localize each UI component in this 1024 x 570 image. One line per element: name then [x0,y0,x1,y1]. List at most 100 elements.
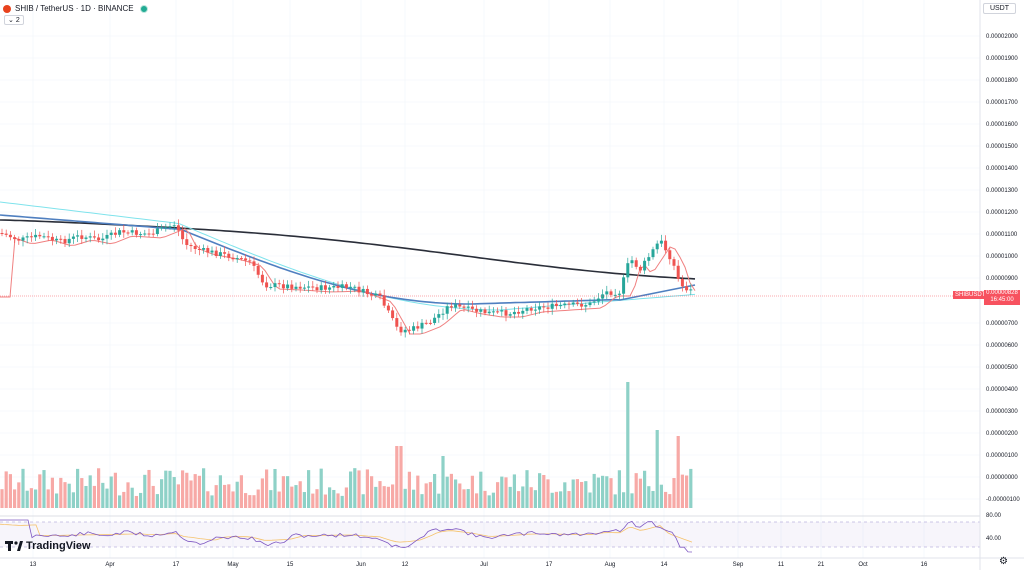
candle-body [487,311,491,314]
volume-bar [559,491,563,508]
volume-bar [50,477,54,508]
volume-bar [449,473,453,508]
candle-body [143,233,147,235]
candle-body [550,303,554,309]
candle-body [118,230,122,235]
price-tick-label: 0.00001300 [986,188,1018,194]
volume-bar [210,495,214,508]
candle-body [172,225,176,227]
volume-bar [223,484,227,508]
volume-bar [596,477,600,508]
volume-bar [546,479,550,508]
candle-body [71,236,75,239]
candle-body [227,253,231,258]
candle-body [265,282,269,288]
rsi-ma-line [0,523,693,543]
candle-body [239,258,243,260]
symbol-header[interactable]: SHIB / TetherUS · 1D · BINANCE [3,4,148,13]
volume-bar [21,468,25,508]
candle-body [122,230,126,233]
volume-bar [491,492,495,508]
candle-body [168,226,172,228]
current-price-label: 0.00000828 16:45:00 [984,290,1020,305]
volume-bar [139,492,143,508]
candle-body [244,258,248,261]
price-tick-label: 0.00000400 [986,387,1018,393]
volume-bar [584,481,588,508]
volume-bar [277,491,281,508]
volume-bar [113,472,117,508]
candle-body [353,286,357,288]
indicators-toggle[interactable]: ⌄ 2 [4,15,24,25]
volume-bar [529,487,533,508]
volume-bar [164,470,168,508]
candle-body [630,260,634,264]
candle-body [176,225,180,231]
rsi-scale[interactable]: 80.00 40.00 [986,513,1002,542]
volume-bar [420,494,424,508]
price-tick-label: 0.00001800 [986,78,1018,84]
price-tick-label: 0.00000900 [986,276,1018,282]
candle-body [403,329,407,333]
volume-bar [571,479,575,508]
candle-body [504,310,508,316]
candle-body [512,311,516,315]
candle-body [496,311,500,313]
volume-bar [386,486,390,508]
volume-bar [588,492,592,508]
candle-body [542,306,546,308]
candle-body [210,250,214,253]
candle-body [458,304,462,307]
ma-200-line [0,219,696,280]
candle-body [59,238,63,240]
volume-bar [412,489,416,508]
volume-bar [672,478,676,508]
time-tick-label: Apr [105,562,114,568]
volume-bar [567,491,571,508]
volume-bar [554,491,558,508]
volume-bar [680,474,684,508]
candle-body [84,237,88,239]
volume-bar [231,491,235,508]
candle-body [374,293,378,296]
gear-icon[interactable]: ⚙ [999,556,1008,567]
time-tick-label: 12 [402,562,409,568]
candle-body [638,266,642,271]
tradingview-logo-icon [5,541,23,551]
price-scale[interactable]: 0.00002000 0.00001900 0.00001800 0.00001700… [986,34,1020,503]
ma-20-line [0,228,696,335]
volume-bar [643,470,647,508]
candle-body [315,287,319,291]
volume-bar [193,474,197,508]
candle-body [273,283,277,288]
candle-body [92,236,96,238]
price-tick-label: 0.00000000 [986,475,1018,481]
volume-bar [613,494,617,508]
candle-body [328,287,332,290]
tradingview-logo[interactable]: TradingView [5,540,91,552]
volume-bar [97,468,101,508]
volume-bar [307,470,311,508]
volume-bar [391,484,395,508]
candle-body [21,237,25,241]
volume-bar [638,478,642,508]
candle-body [588,302,592,306]
candle-body [193,246,197,249]
volume-bar [17,482,21,508]
volume-bar [13,489,17,508]
candle-body [97,237,101,241]
currency-button[interactable]: USDT [982,3,1016,14]
volume-bar [424,483,428,508]
volume-bar [176,484,180,508]
time-scale[interactable]: 13 Apr 17 May 15 Jun 12 Jul 17 Aug 14 Sep 11 21 Oct 16 [30,562,928,568]
volume-bar [143,474,147,508]
candle-body [302,287,306,289]
candle-body [395,318,399,327]
volume-bar [265,469,269,508]
volume-bar [286,476,290,508]
volume-bar [365,469,369,508]
candle-body [349,286,353,288]
time-tick-label: 16 [921,562,928,568]
